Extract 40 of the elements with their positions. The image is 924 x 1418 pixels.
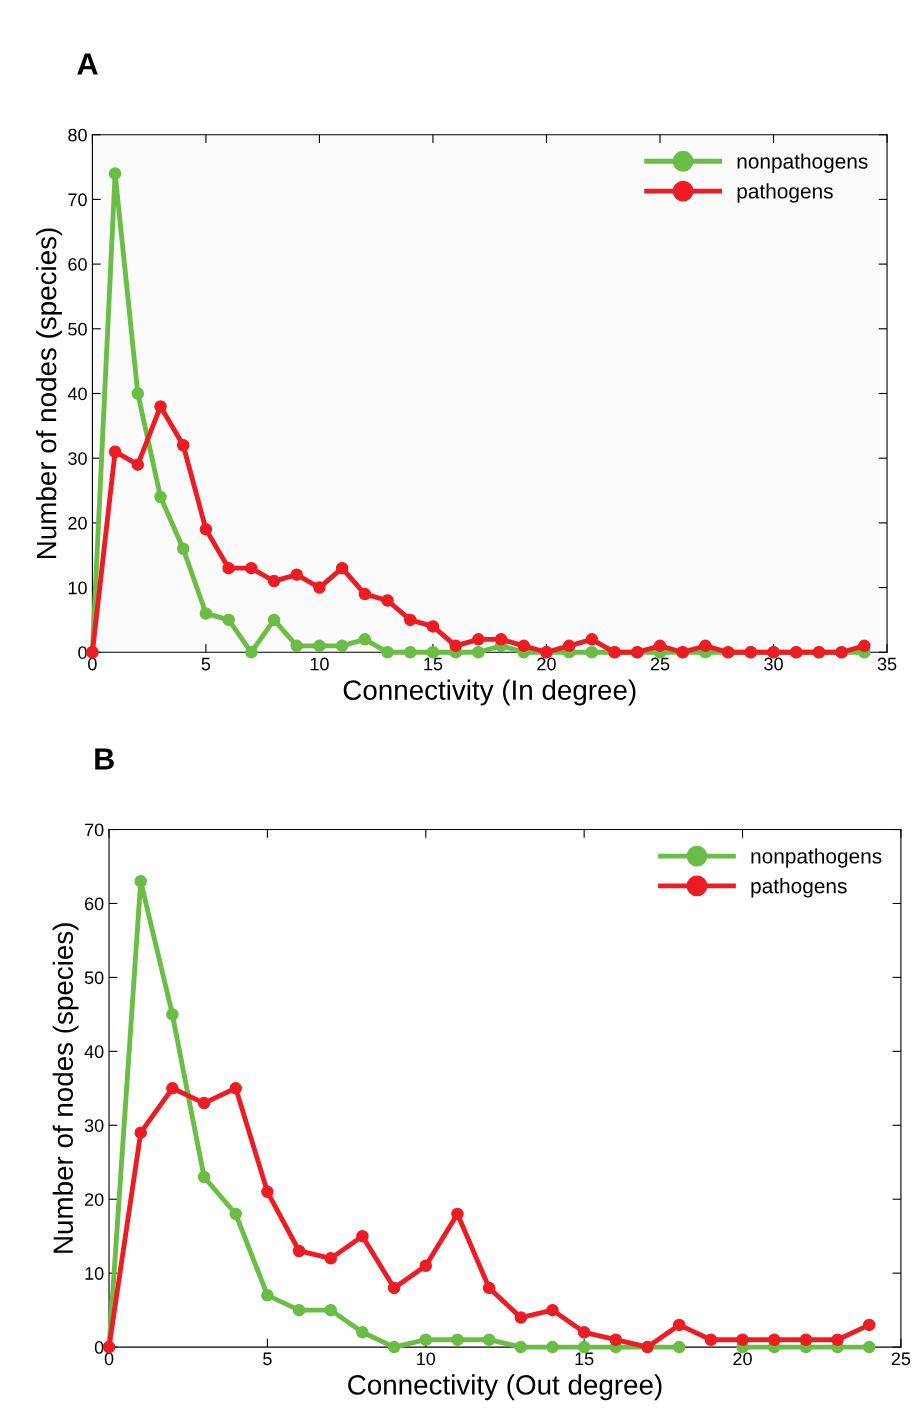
y-tick-label: 10 [85, 1267, 104, 1280]
y-tick-label: 40 [84, 1045, 104, 1059]
x-tick-label: 10 [417, 1352, 436, 1366]
x-tick-label: 5 [263, 1352, 272, 1366]
legend-label: nonpathogens [751, 848, 882, 868]
y-tick-label: 70 [68, 193, 87, 207]
y-tick-label: 30 [84, 1119, 104, 1132]
x-tick-label: 35 [877, 657, 897, 671]
x-tick-label: 15 [575, 1352, 594, 1366]
x-tick-label: 20 [733, 1352, 752, 1366]
y-tick-label: 30 [68, 452, 87, 465]
y-tick-label: 20 [68, 516, 87, 530]
y-tick-label: 40 [67, 387, 87, 401]
chart-title: B [95, 748, 114, 770]
y-tick-label: 0 [94, 1341, 104, 1354]
y-tick-label: 60 [68, 258, 87, 271]
y-tick-label: 50 [68, 322, 87, 336]
x-tick-label: 15 [424, 657, 443, 671]
x-tick-label: 25 [650, 657, 670, 671]
x-axis-title: Connectivity (Out degree) [348, 1374, 662, 1401]
y-axis-title: Number of nodes (species) [36, 228, 62, 558]
legend-label: pathogens [737, 183, 833, 203]
y-tick-label: 0 [78, 646, 87, 659]
y-tick-label: 10 [68, 581, 87, 595]
legend-label: pathogens [751, 878, 847, 898]
y-tick-label: 60 [85, 897, 104, 911]
x-tick-label: 5 [201, 657, 211, 671]
x-axis-title: Connectivity (In degree) [343, 679, 636, 706]
legend-label: nonpathogens [737, 153, 868, 173]
y-tick-label: 50 [84, 971, 104, 985]
y-tick-label: 20 [85, 1193, 104, 1206]
x-tick-label: 10 [310, 657, 329, 671]
chart-title: A [77, 53, 98, 75]
y-tick-label: 70 [85, 823, 104, 837]
x-tick-label: 0 [104, 1352, 114, 1366]
x-tick-label: 25 [891, 1352, 911, 1366]
y-tick-label: 80 [68, 128, 87, 142]
x-tick-label: 20 [537, 657, 556, 671]
x-tick-label: 30 [764, 657, 783, 671]
y-axis-title: Number of nodes (species) [52, 923, 79, 1253]
